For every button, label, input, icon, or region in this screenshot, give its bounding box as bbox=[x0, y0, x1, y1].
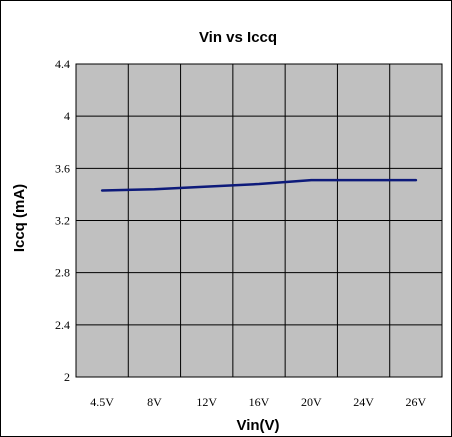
y-tick-label: 2.4 bbox=[55, 318, 70, 332]
y-axis-title: Iccq (mA) bbox=[11, 184, 28, 252]
y-tick-label: 2.8 bbox=[55, 266, 70, 280]
y-tick-label: 2 bbox=[64, 370, 70, 384]
y-tick-label: 4 bbox=[64, 109, 70, 123]
x-tick-label: 4.5V bbox=[90, 395, 114, 409]
x-tick-label: 12V bbox=[196, 395, 217, 409]
x-axis-title: Vin(V) bbox=[236, 417, 279, 434]
x-axis-ticks: 4.5V 8V 12V 16V 20V 24V 26V bbox=[90, 395, 426, 409]
x-tick-label: 26V bbox=[406, 395, 427, 409]
plot-area bbox=[75, 63, 443, 378]
x-tick-label: 8V bbox=[147, 395, 162, 409]
y-tick-label: 3.6 bbox=[55, 161, 70, 175]
series-line bbox=[100, 178, 418, 192]
y-tick-label: 3.2 bbox=[55, 214, 70, 228]
x-tick-label: 20V bbox=[301, 395, 322, 409]
x-tick-label: 24V bbox=[353, 395, 374, 409]
x-tick-label: 16V bbox=[249, 395, 270, 409]
chart-title: Vin vs Iccq bbox=[199, 29, 277, 46]
y-axis-ticks: 2 2.4 2.8 3.2 3.6 4 4.4 bbox=[55, 57, 70, 384]
y-tick-label: 4.4 bbox=[55, 57, 70, 71]
plot-frame bbox=[75, 63, 443, 378]
